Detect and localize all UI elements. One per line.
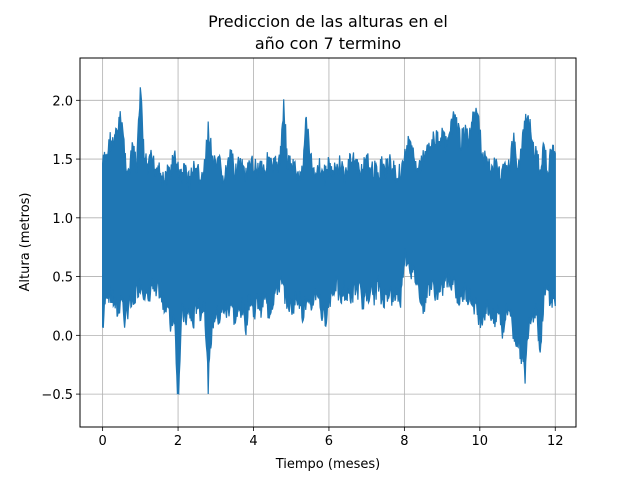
y-axis: −0.5 0.0 0.5 1.0 1.5 2.0: [41, 94, 80, 403]
x-tick-label: 10: [472, 434, 489, 449]
y-tick-label: 0.0: [52, 329, 73, 344]
series-band: [102, 87, 556, 396]
x-axis: 0 2 4 6 8 10 12: [98, 427, 564, 449]
x-tick-label: 4: [249, 434, 257, 449]
chart-title-line-1: Prediccion de las alturas en el: [208, 12, 448, 31]
y-tick-label: 1.0: [52, 212, 73, 227]
series-line: [102, 87, 556, 396]
y-tick-label: 0.5: [52, 271, 73, 286]
x-tick-label: 12: [547, 434, 564, 449]
x-tick-label: 2: [174, 434, 182, 449]
x-tick-label: 0: [98, 434, 106, 449]
y-tick-label: −0.5: [41, 388, 73, 403]
y-tick-label: 1.5: [52, 153, 73, 168]
y-tick-label: 2.0: [52, 94, 73, 109]
plot-frame: [79, 57, 577, 428]
x-tick-label: 8: [400, 434, 408, 449]
x-axis-label: Tiempo (meses): [275, 457, 381, 472]
x-tick-label: 6: [325, 434, 333, 449]
y-axis-label: Altura (metros): [18, 193, 33, 292]
chart-title-line-2: año con 7 termino: [255, 34, 401, 53]
